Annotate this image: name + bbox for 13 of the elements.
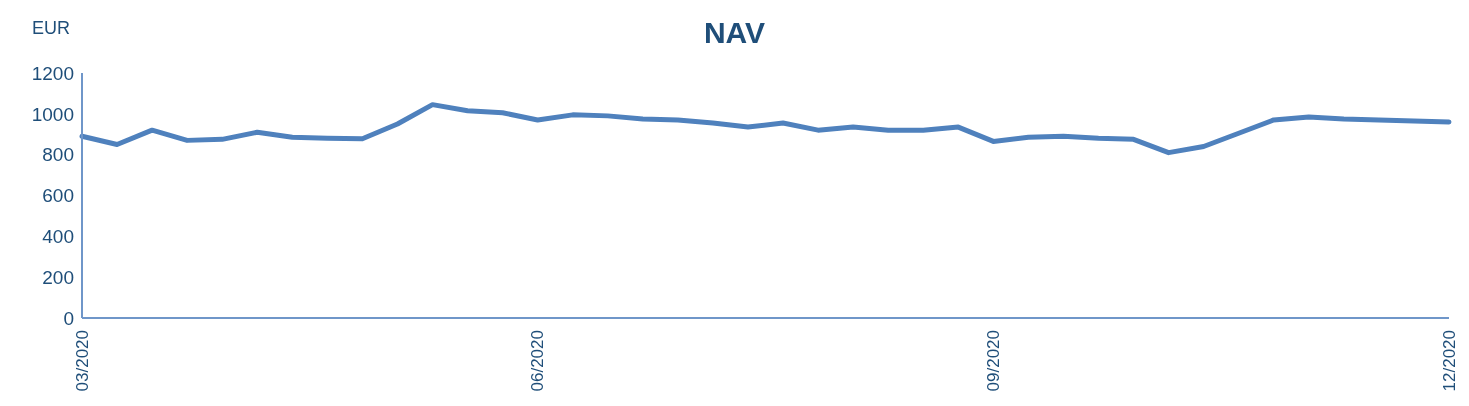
y-tick-label: 200 [42, 266, 74, 288]
y-axis-title: EUR [32, 18, 71, 39]
y-tick-label: 1200 [31, 62, 74, 84]
x-tick-label: 06/2020 [528, 330, 548, 392]
y-tick-label: 0 [63, 307, 74, 329]
y-tick-label: 800 [42, 144, 74, 166]
x-tick-label: 09/2020 [983, 330, 1003, 392]
x-tick-label: 03/2020 [72, 330, 92, 392]
y-tick-label: 400 [42, 226, 74, 248]
y-tick-label: 1000 [31, 103, 74, 125]
chart-title: NAV [703, 16, 766, 49]
x-tick-label: 12/2020 [1439, 330, 1459, 392]
y-tick-label: 600 [42, 185, 74, 207]
